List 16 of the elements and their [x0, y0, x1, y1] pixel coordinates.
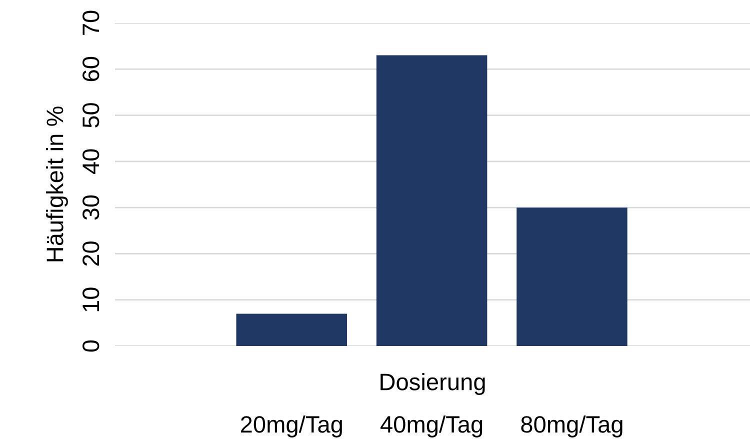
x-tick-label: 20mg/Tag	[240, 415, 342, 438]
bar	[516, 208, 628, 346]
y-tick-label: 20	[82, 242, 100, 266]
bar	[376, 55, 488, 346]
y-tick-label: 10	[82, 288, 100, 312]
x-axis-title: Dosierung	[380, 372, 485, 396]
x-tick-label: 40mg/Tag	[380, 415, 482, 438]
y-tick-label: 0	[82, 340, 100, 352]
y-axis-title: Häufigkeit in %	[46, 106, 68, 262]
y-tick-label: 40	[82, 149, 100, 174]
y-tick-label: 30	[82, 195, 100, 220]
y-tick-label: 70	[82, 10, 100, 35]
y-tick-label: 60	[82, 56, 100, 82]
y-tick-label: 50	[82, 103, 100, 128]
x-tick-label: 80mg/Tag	[521, 415, 622, 438]
bar	[236, 314, 347, 346]
